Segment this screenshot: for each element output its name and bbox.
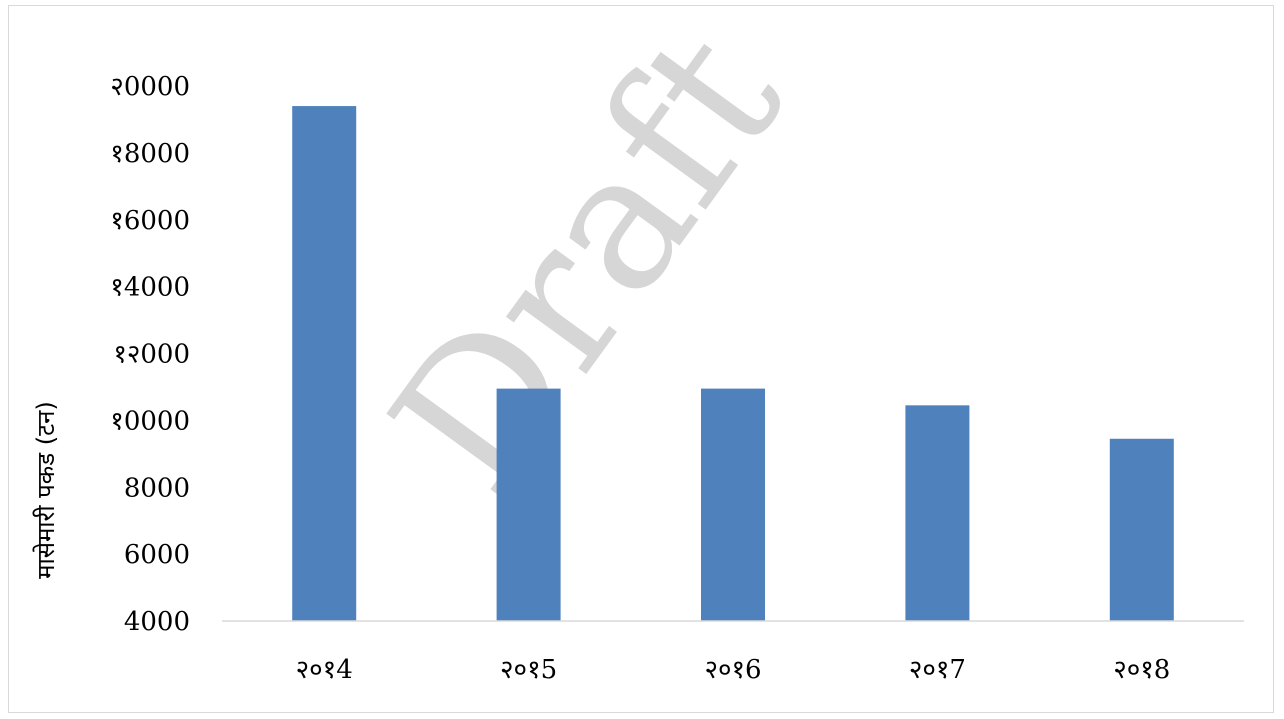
bar-1 — [292, 106, 357, 621]
y-tick-label: १4000 — [110, 273, 190, 303]
y-tick-label: 6000 — [124, 540, 190, 570]
chart-frame — [8, 5, 1274, 713]
x-axis-ticks: २०१4 २०१5 २०१6 २०१7 २०१8 — [296, 655, 1171, 685]
y-tick-label: १२000 — [113, 340, 190, 370]
x-tick-label: २०१5 — [500, 655, 557, 685]
bar-5 — [1109, 438, 1174, 621]
x-tick-label: २०१4 — [296, 655, 353, 685]
y-tick-label: 8000 — [124, 473, 190, 503]
bar-4 — [905, 405, 970, 621]
y-tick-label: १0000 — [110, 406, 190, 436]
y-axis-label: मासेमारी पकड (टन) — [32, 401, 60, 579]
bar-3 — [701, 388, 765, 621]
x-tick-label: २०१8 — [1113, 655, 1170, 685]
y-axis-ticks: 4000 6000 8000 १0000 १२000 १4000 १6000 १8000 २00… — [110, 72, 190, 637]
x-tick-label: २०१7 — [909, 655, 966, 685]
y-tick-label: 4000 — [124, 607, 190, 637]
y-tick-label: १6000 — [110, 206, 190, 236]
y-tick-label: २0000 — [110, 72, 190, 102]
x-tick-label: २०१6 — [704, 655, 761, 685]
bars — [292, 106, 1174, 621]
y-tick-label: १8000 — [110, 139, 190, 169]
bar-2 — [496, 388, 561, 621]
